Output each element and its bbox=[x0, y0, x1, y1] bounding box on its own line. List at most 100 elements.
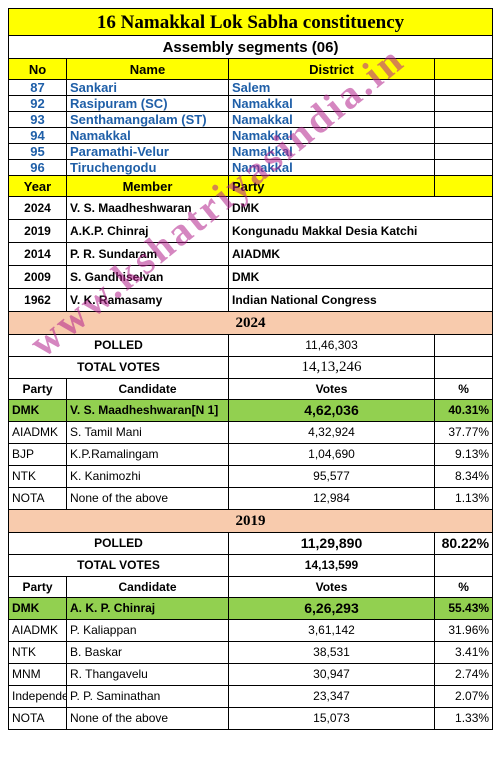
header-candidate: Candidate bbox=[66, 378, 229, 400]
member-row: 2014 P. R. Sundaram AIADMK bbox=[8, 242, 494, 266]
segment-district: Namakkal bbox=[228, 143, 435, 160]
polled-row-2019: POLLED 11,29,890 80.22% bbox=[8, 532, 494, 555]
segment-district: Salem bbox=[228, 79, 435, 96]
header-member: Member bbox=[66, 175, 229, 197]
subtitle-row: Assembly segments (06) bbox=[7, 35, 494, 59]
total-votes-value: 14,13,599 bbox=[228, 554, 435, 577]
total-votes-value: 14,13,246 bbox=[228, 356, 435, 379]
segment-no: 87 bbox=[8, 79, 67, 96]
segment-name: Rasipuram (SC) bbox=[66, 95, 229, 112]
segment-name: Sankari bbox=[66, 79, 229, 96]
segment-no: 96 bbox=[8, 159, 67, 176]
polled-value: 11,46,303 bbox=[228, 334, 435, 357]
header-party: Party bbox=[8, 378, 67, 400]
member-party: AIADMK bbox=[227, 242, 494, 266]
segment-blank bbox=[433, 95, 494, 112]
header-name: Name bbox=[66, 58, 229, 80]
segment-row: 92 Rasipuram (SC) Namakkal bbox=[8, 95, 494, 112]
party: NTK bbox=[8, 465, 67, 488]
percent: 37.77% bbox=[433, 421, 494, 444]
members-header-row: Year Member Party bbox=[8, 175, 494, 197]
percent: 2.07% bbox=[433, 685, 494, 708]
election-year-2024: 2024 bbox=[7, 311, 494, 335]
member-year: 2019 bbox=[8, 219, 67, 243]
candidate-row: AIADMK P. Kaliappan 3,61,142 31.96% bbox=[8, 619, 494, 642]
segment-district: Namakkal bbox=[228, 127, 435, 144]
segment-no: 92 bbox=[8, 95, 67, 112]
party: NOTA bbox=[8, 487, 67, 510]
segment-name: Paramathi-Velur bbox=[66, 143, 229, 160]
candidate-row: Independent P. P. Saminathan 23,347 2.07… bbox=[8, 685, 494, 708]
constituency-table: 16 Namakkal Lok Sabha constituency Assem… bbox=[7, 8, 494, 730]
votes: 23,347 bbox=[228, 685, 435, 708]
header-district: District bbox=[228, 58, 435, 80]
segment-blank bbox=[433, 79, 494, 96]
candidate: None of the above bbox=[66, 707, 229, 730]
polled-label: POLLED bbox=[8, 334, 229, 357]
member-row: 2009 S. Gandhiselvan DMK bbox=[8, 265, 494, 289]
member-row: 2024 V. S. Maadheshwaran DMK bbox=[8, 196, 494, 220]
title-row: 16 Namakkal Lok Sabha constituency bbox=[7, 8, 494, 36]
candidate: P. P. Saminathan bbox=[66, 685, 229, 708]
member-name: V. S. Maadheshwaran bbox=[66, 196, 229, 220]
candidate-row: BJP K.P.Ramalingam 1,04,690 9.13% bbox=[8, 443, 494, 466]
segment-name: Senthamangalam (ST) bbox=[66, 111, 229, 128]
page-title: 16 Namakkal Lok Sabha constituency bbox=[7, 8, 494, 36]
header-percent: % bbox=[433, 576, 494, 598]
party: BJP bbox=[8, 443, 67, 466]
candidate: K. Kanimozhi bbox=[66, 465, 229, 488]
header-blank bbox=[433, 175, 494, 197]
member-row: 2019 A.K.P. Chinraj Kongunadu Makkal Des… bbox=[8, 219, 494, 243]
percent: 3.41% bbox=[433, 641, 494, 664]
percent: 40.31% bbox=[433, 399, 494, 422]
candidate-row: NOTA None of the above 12,984 1.13% bbox=[8, 487, 494, 510]
member-party: DMK bbox=[227, 196, 494, 220]
total-votes-row-2019: TOTAL VOTES 14,13,599 bbox=[8, 554, 494, 577]
constituency-sheet: 16 Namakkal Lok Sabha constituency Assem… bbox=[7, 8, 494, 730]
party: AIADMK bbox=[8, 421, 67, 444]
segment-blank bbox=[433, 111, 494, 128]
member-party: DMK bbox=[227, 265, 494, 289]
header-no: No bbox=[8, 58, 67, 80]
total-votes-label: TOTAL VOTES bbox=[8, 356, 229, 379]
segment-blank bbox=[433, 143, 494, 160]
polled-percent: 80.22% bbox=[433, 532, 494, 555]
percent: 55.43% bbox=[433, 597, 494, 620]
votes: 1,04,690 bbox=[228, 443, 435, 466]
segment-no: 93 bbox=[8, 111, 67, 128]
header-party: Party bbox=[8, 576, 67, 598]
candidate: K.P.Ramalingam bbox=[66, 443, 229, 466]
segment-blank bbox=[433, 159, 494, 176]
percent: 9.13% bbox=[433, 443, 494, 466]
candidate-row: MNM R. Thangavelu 30,947 2.74% bbox=[8, 663, 494, 686]
member-name: A.K.P. Chinraj bbox=[66, 219, 229, 243]
total-votes-row-2024: TOTAL VOTES 14,13,246 bbox=[8, 356, 494, 379]
header-party: Party bbox=[228, 175, 435, 197]
votes: 95,577 bbox=[228, 465, 435, 488]
party: DMK bbox=[8, 597, 67, 620]
member-year: 2024 bbox=[8, 196, 67, 220]
segment-no: 94 bbox=[8, 127, 67, 144]
candidate-row: NOTA None of the above 15,073 1.33% bbox=[8, 707, 494, 730]
segment-row: 87 Sankari Salem bbox=[8, 79, 494, 96]
candidate-header-row-2024: Party Candidate Votes % bbox=[8, 378, 494, 400]
header-votes: Votes bbox=[228, 576, 435, 598]
votes: 38,531 bbox=[228, 641, 435, 664]
member-row: 1962 V. K. Ramasamy Indian National Cong… bbox=[8, 288, 494, 312]
candidate-header-row-2019: Party Candidate Votes % bbox=[8, 576, 494, 598]
member-name: P. R. Sundaram bbox=[66, 242, 229, 266]
votes: 4,32,924 bbox=[228, 421, 435, 444]
candidate: B. Baskar bbox=[66, 641, 229, 664]
percent: 2.74% bbox=[433, 663, 494, 686]
member-name: S. Gandhiselvan bbox=[66, 265, 229, 289]
year-band-2019: 2019 bbox=[7, 509, 494, 533]
header-percent: % bbox=[433, 378, 494, 400]
candidate: A. K. P. Chinraj bbox=[66, 597, 229, 620]
votes: 30,947 bbox=[228, 663, 435, 686]
member-year: 1962 bbox=[8, 288, 67, 312]
segment-district: Namakkal bbox=[228, 159, 435, 176]
party: NOTA bbox=[8, 707, 67, 730]
year-band-2024: 2024 bbox=[7, 311, 494, 335]
votes: 12,984 bbox=[228, 487, 435, 510]
segments-header-row: No Name District bbox=[8, 58, 494, 80]
